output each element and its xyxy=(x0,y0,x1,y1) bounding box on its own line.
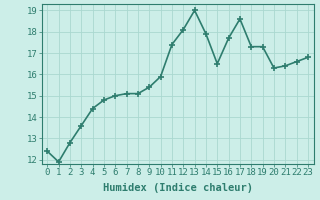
X-axis label: Humidex (Indice chaleur): Humidex (Indice chaleur) xyxy=(103,183,252,193)
